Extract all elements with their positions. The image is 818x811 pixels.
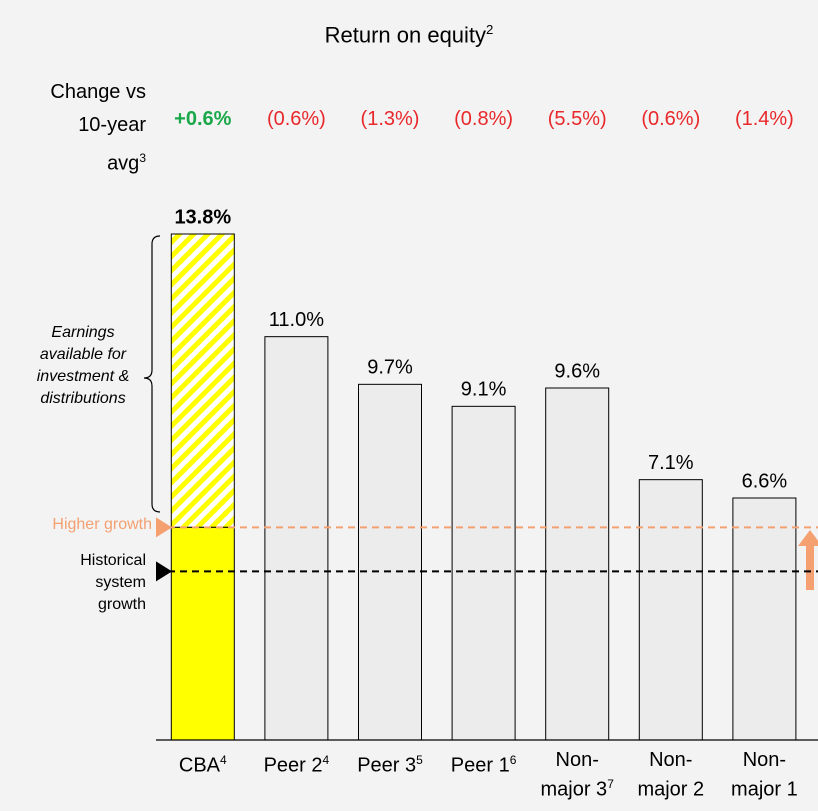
value-label: 6.6% bbox=[742, 470, 788, 492]
value-label: 9.6% bbox=[554, 360, 600, 382]
category-footnote: 4 bbox=[220, 753, 227, 767]
x-tick-label: Non-major 2 bbox=[631, 748, 711, 802]
category-name: Non-major 1 bbox=[731, 749, 798, 801]
category-footnote: 4 bbox=[322, 753, 330, 767]
change-label: Change vs 10-year avg3 bbox=[40, 76, 146, 181]
value-label: 9.7% bbox=[367, 357, 413, 379]
change-value: (5.5%) bbox=[547, 108, 607, 130]
category-footnote: 7 bbox=[607, 777, 614, 791]
x-tick-label: Non-major 1 bbox=[724, 748, 804, 802]
category-footnote: 5 bbox=[416, 753, 423, 767]
x-tick-label: Non-major 37 bbox=[537, 748, 617, 802]
change-value: (1.3%) bbox=[360, 108, 420, 130]
title-text: Return on equity bbox=[324, 22, 487, 48]
reference-marker bbox=[156, 517, 172, 538]
reference-label: Historical system growth bbox=[80, 552, 146, 614]
category-name: Peer 1 bbox=[450, 754, 510, 777]
growth-arrow bbox=[798, 530, 818, 590]
x-tick-label: Peer 24 bbox=[256, 748, 336, 778]
value-label: 7.1% bbox=[648, 452, 694, 474]
reference-label: Higher growth bbox=[52, 516, 152, 534]
value-label: 11.0% bbox=[269, 309, 324, 331]
bar bbox=[545, 387, 610, 741]
title-footnote: 2 bbox=[486, 22, 494, 37]
category-name: Non-major 2 bbox=[637, 749, 705, 801]
x-tick-label: CBA4 bbox=[163, 748, 243, 778]
bar bbox=[638, 479, 703, 741]
value-label: 9.1% bbox=[461, 379, 507, 401]
bar-hatched bbox=[170, 233, 235, 528]
change-value: (0.8%) bbox=[454, 108, 514, 130]
x-tick-label: Peer 16 bbox=[444, 748, 524, 778]
x-tick-label: Peer 35 bbox=[350, 748, 430, 778]
annotation: Earnings available for investment & dist… bbox=[36, 324, 130, 407]
chart-title: Return on equity2 bbox=[0, 22, 818, 48]
bar bbox=[264, 336, 329, 741]
reference-marker bbox=[156, 561, 172, 582]
bar bbox=[358, 383, 422, 741]
bar bbox=[451, 405, 516, 741]
change-footnote: 3 bbox=[139, 151, 146, 165]
change-value: (0.6%) bbox=[641, 108, 701, 130]
bracket bbox=[143, 235, 161, 513]
bar bbox=[732, 497, 797, 741]
change-text: Change vs 10-year avg bbox=[50, 81, 146, 175]
value-label: 13.8% bbox=[174, 206, 231, 228]
category-footnote: 6 bbox=[509, 753, 517, 767]
category-name: CBA bbox=[178, 754, 221, 777]
category-name: Peer 3 bbox=[357, 754, 417, 777]
change-value: (0.6%) bbox=[266, 108, 326, 130]
category-name: Non-major 3 bbox=[540, 749, 608, 801]
change-value: (1.4%) bbox=[734, 108, 794, 130]
bar bbox=[170, 526, 235, 741]
change-value: +0.6% bbox=[174, 108, 232, 130]
category-name: Peer 2 bbox=[263, 754, 323, 777]
